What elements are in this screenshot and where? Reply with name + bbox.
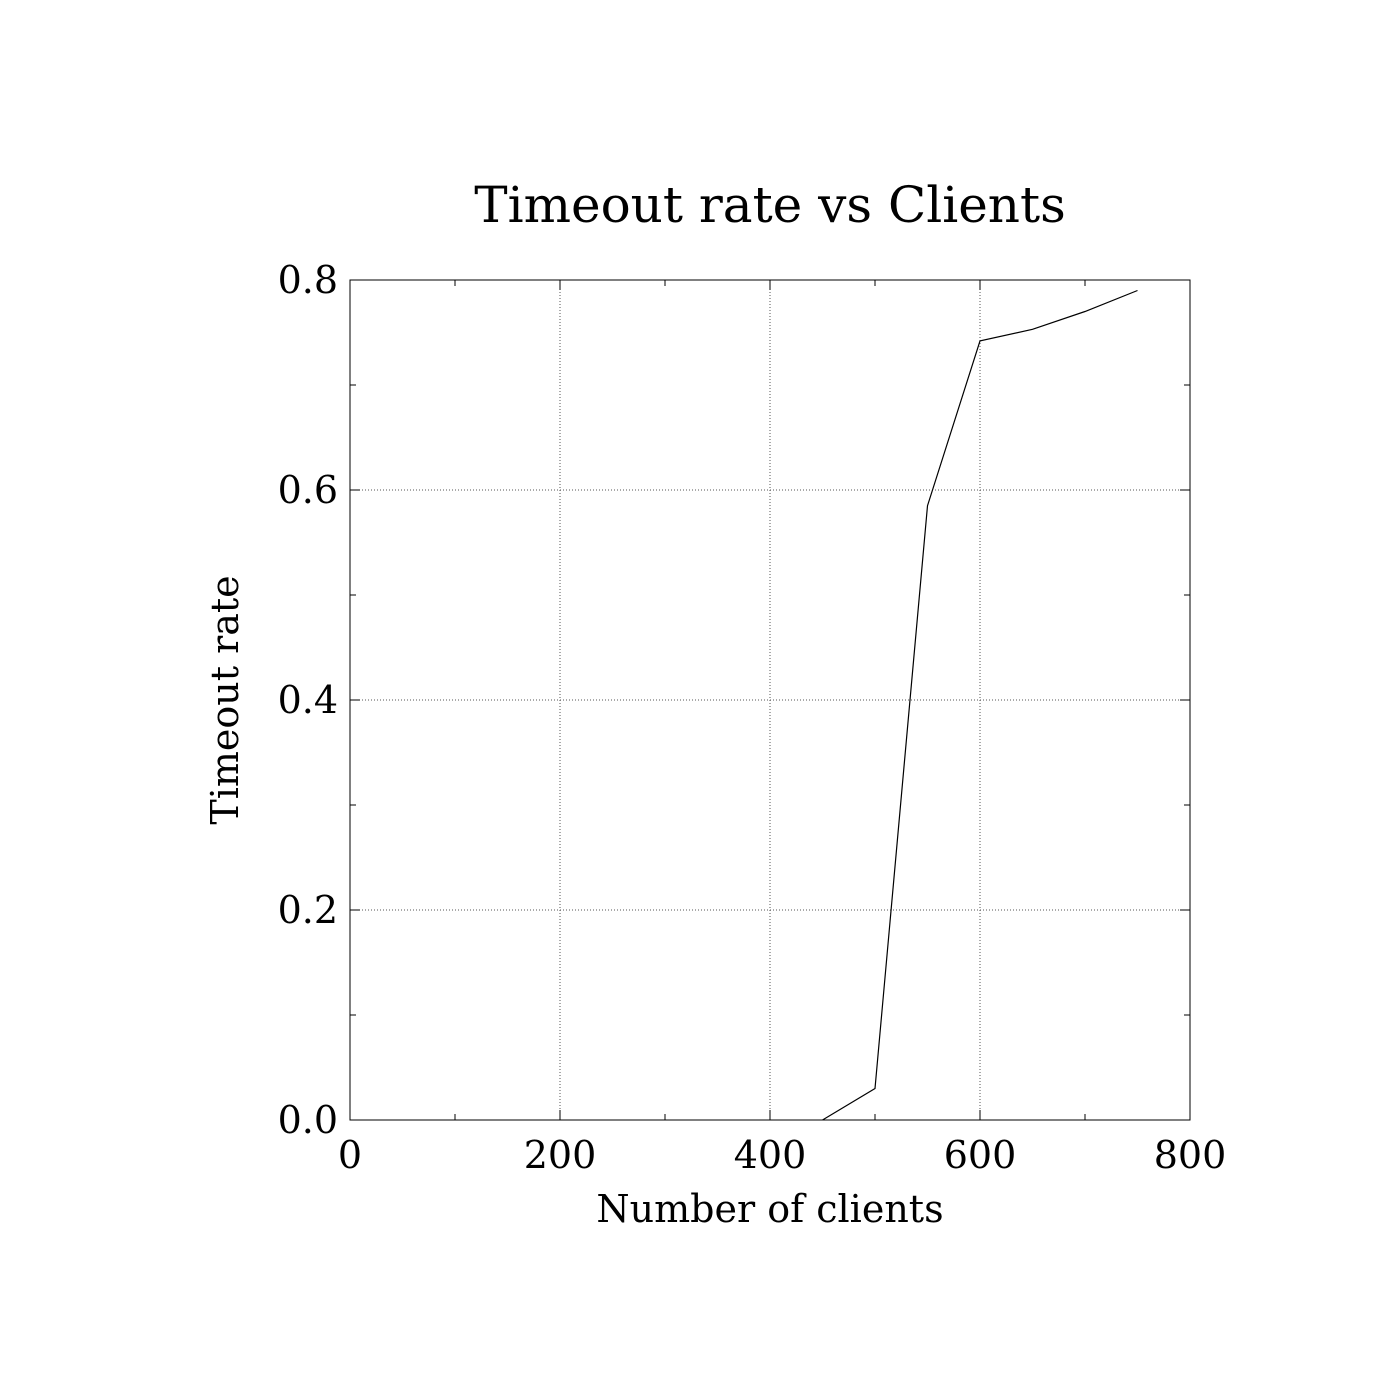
y-tick-label: 0.0	[278, 1098, 338, 1142]
x-tick-label: 800	[1154, 1133, 1227, 1177]
x-tick-label: 600	[944, 1133, 1017, 1177]
x-tick-label: 0	[338, 1133, 362, 1177]
y-tick-label: 0.2	[278, 888, 338, 932]
y-tick-label: 0.6	[278, 468, 338, 512]
x-axis-label: Number of clients	[596, 1187, 943, 1231]
y-tick-label: 0.4	[278, 678, 338, 722]
x-tick-label: 200	[524, 1133, 597, 1177]
chart-title: Timeout rate vs Clients	[474, 176, 1066, 234]
y-axis-label: Timeout rate	[203, 575, 247, 824]
x-tick-labels: 0 200 400 600 800	[338, 1133, 1226, 1177]
y-tick-labels: 0.0 0.2 0.4 0.6 0.8	[278, 258, 338, 1142]
plot-frame	[349, 279, 1191, 1121]
x-tick-label: 400	[734, 1133, 807, 1177]
y-tick-label: 0.8	[278, 258, 338, 302]
series-line	[822, 289, 1138, 1121]
grid-layer	[350, 280, 1190, 1120]
series-layer	[822, 289, 1138, 1121]
